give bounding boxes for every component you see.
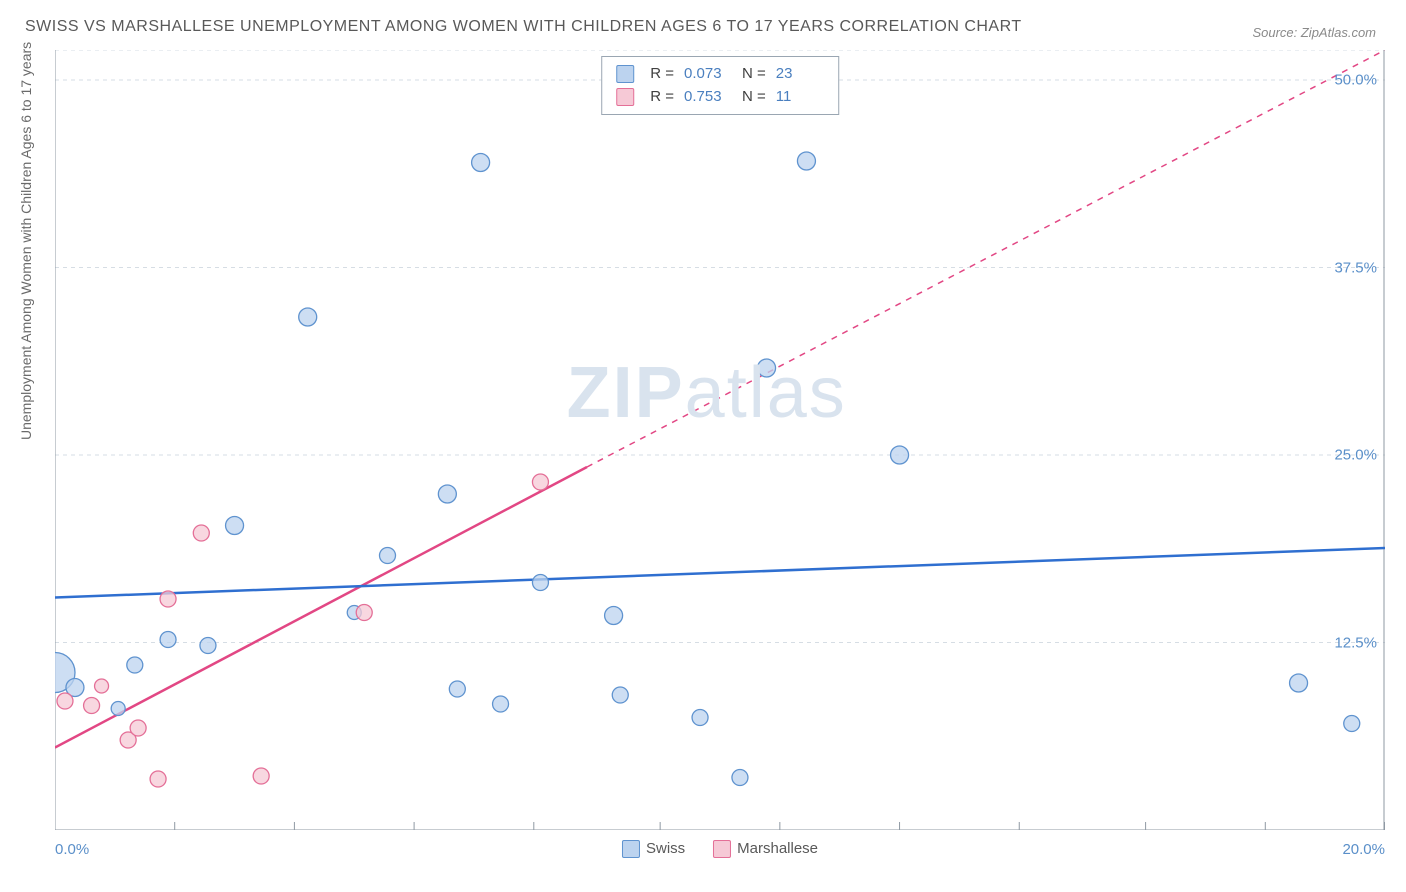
swatch-swiss-icon xyxy=(622,840,640,858)
chart-svg xyxy=(55,50,1385,830)
legend-item-swiss: Swiss xyxy=(622,840,685,858)
source-credit: Source: ZipAtlas.com xyxy=(1252,25,1376,40)
correlation-legend: R =0.073 N =23 R =0.753 N =11 xyxy=(601,56,839,115)
swatch-marshallese xyxy=(616,88,634,106)
legend-item-marshallese: Marshallese xyxy=(713,840,818,858)
y-tick: 25.0% xyxy=(1334,447,1377,464)
chart-title: SWISS VS MARSHALLESE UNEMPLOYMENT AMONG … xyxy=(25,18,1022,36)
swatch-swiss xyxy=(616,65,634,83)
swatch-marshallese-icon xyxy=(713,840,731,858)
legend-row-swiss: R =0.073 N =23 xyxy=(616,63,824,86)
series-legend: Swiss Marshallese xyxy=(622,840,818,858)
y-tick: 37.5% xyxy=(1334,259,1377,276)
y-tick: 12.5% xyxy=(1334,634,1377,651)
x-tick: 0.0% xyxy=(55,841,89,858)
y-tick: 50.0% xyxy=(1334,72,1377,89)
legend-row-marshallese: R =0.753 N =11 xyxy=(616,86,824,109)
x-tick: 20.0% xyxy=(1342,841,1385,858)
y-axis-label: Unemployment Among Women with Children A… xyxy=(18,42,34,440)
correlation-chart: ZIPatlas R =0.073 N =23 R =0.753 N =11 S… xyxy=(55,50,1385,830)
